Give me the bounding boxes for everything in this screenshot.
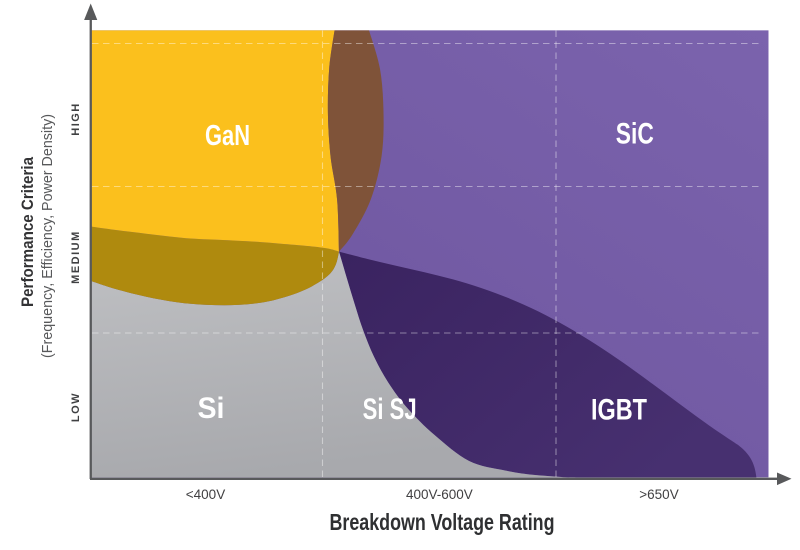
svg-text:Si SJ: Si SJ (363, 393, 417, 426)
svg-text:(Frequency, Efficiency, Power: (Frequency, Efficiency, Power Density) (39, 114, 56, 358)
svg-text:IGBT: IGBT (591, 394, 647, 427)
svg-text:HIGH: HIGH (70, 102, 82, 136)
svg-text:Performance Criteria: Performance Criteria (18, 157, 37, 307)
svg-text:Si: Si (198, 392, 225, 425)
svg-text:400V-600V: 400V-600V (406, 487, 473, 502)
svg-text:<400V: <400V (186, 487, 225, 502)
svg-text:Breakdown Voltage Rating: Breakdown Voltage Rating (330, 509, 555, 535)
svg-text:MEDIUM: MEDIUM (70, 230, 82, 284)
svg-text:GaN: GaN (205, 120, 250, 152)
svg-text:>650V: >650V (639, 487, 678, 502)
svg-text:LOW: LOW (70, 392, 82, 422)
svg-text:SiC: SiC (616, 117, 654, 150)
